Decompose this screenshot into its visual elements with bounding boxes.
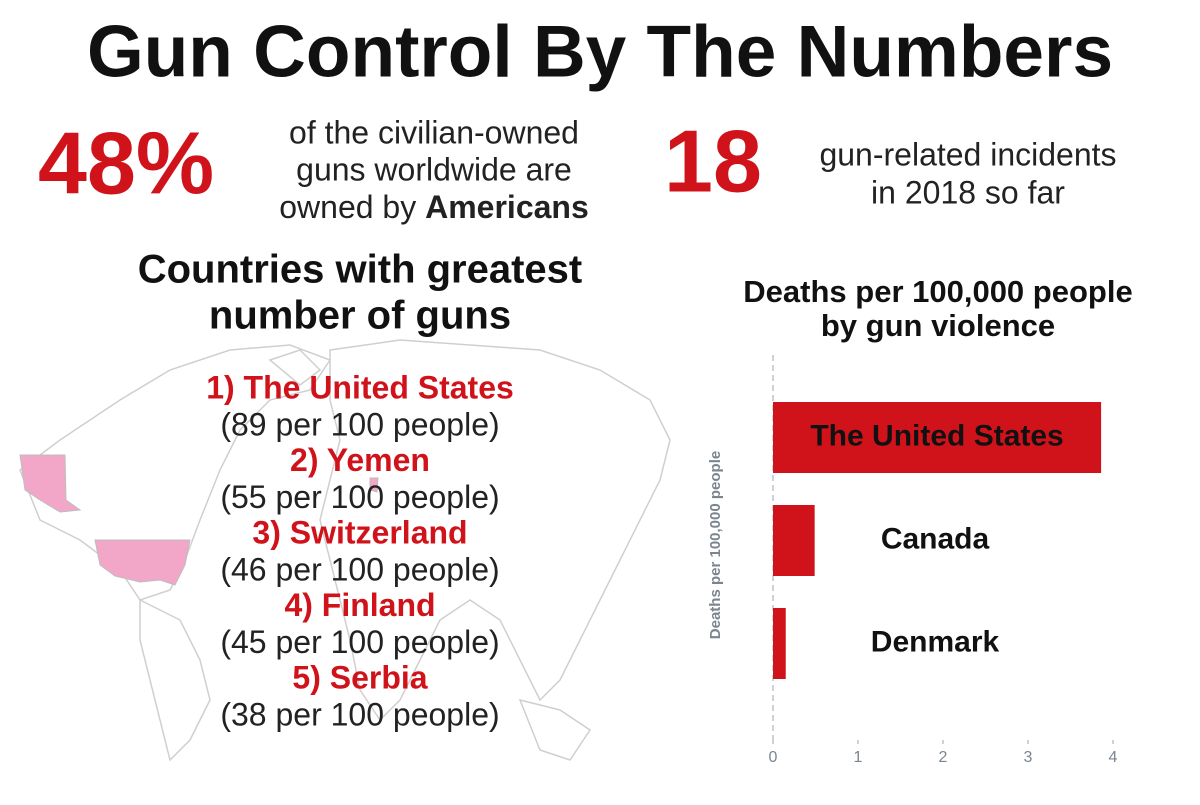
rank-detail: (45 per 100 people) <box>220 624 499 660</box>
chart-title: by gun violence <box>821 308 1055 343</box>
stat-emphasis: Americans <box>425 189 589 225</box>
page-title: Gun Control By The Numbers <box>87 11 1113 92</box>
stat-text: guns worldwide are <box>296 151 572 187</box>
bar <box>773 608 786 679</box>
section-title: Countries with greatest <box>138 248 583 292</box>
stat-figure: 18 <box>664 111 762 210</box>
x-tick-label: 4 <box>1109 749 1118 766</box>
axis-label: Deaths per 100,000 people <box>707 451 724 639</box>
section-title: number of guns <box>209 294 511 338</box>
rank-detail: (38 per 100 people) <box>220 696 499 732</box>
stat-text: owned by <box>279 189 416 225</box>
stat-text: of the civilian-owned <box>289 114 579 150</box>
rank-name: 4) Finland <box>284 587 435 623</box>
stat-text: in 2018 so far <box>871 174 1065 210</box>
bar <box>773 402 1102 473</box>
x-tick-label: 0 <box>769 749 778 766</box>
stat-text: owned by Americans <box>279 189 589 225</box>
bar-label: Denmark <box>871 625 1000 658</box>
chart-title: Deaths per 100,000 people <box>743 274 1132 309</box>
rank-name: 2) Yemen <box>290 442 430 478</box>
ranking-list: 1) The United States(89 per 100 people)2… <box>206 369 514 732</box>
bar <box>773 505 815 576</box>
rank-detail: (89 per 100 people) <box>220 406 499 442</box>
stat-text: gun-related incidents <box>819 136 1116 172</box>
map-highlight <box>19 454 82 513</box>
x-tick-label: 1 <box>854 749 863 766</box>
bar-label: Canada <box>881 522 990 555</box>
x-tick-label: 3 <box>1024 749 1033 766</box>
rank-detail: (46 per 100 people) <box>220 551 499 587</box>
x-tick-label: 2 <box>939 749 948 766</box>
map-highlight <box>369 477 379 493</box>
rank-name: 3) Switzerland <box>252 514 467 550</box>
rank-name: 5) Serbia <box>292 659 427 695</box>
bar-label: The United States <box>810 419 1063 452</box>
bar-chart: 0 1 2 3 4 The United States Canada Denmark <box>769 402 1118 766</box>
rank-detail: (55 per 100 people) <box>220 479 499 515</box>
rank-name: 1) The United States <box>206 369 514 405</box>
stat-figure: 48% <box>38 113 214 212</box>
map-highlight <box>94 539 191 586</box>
